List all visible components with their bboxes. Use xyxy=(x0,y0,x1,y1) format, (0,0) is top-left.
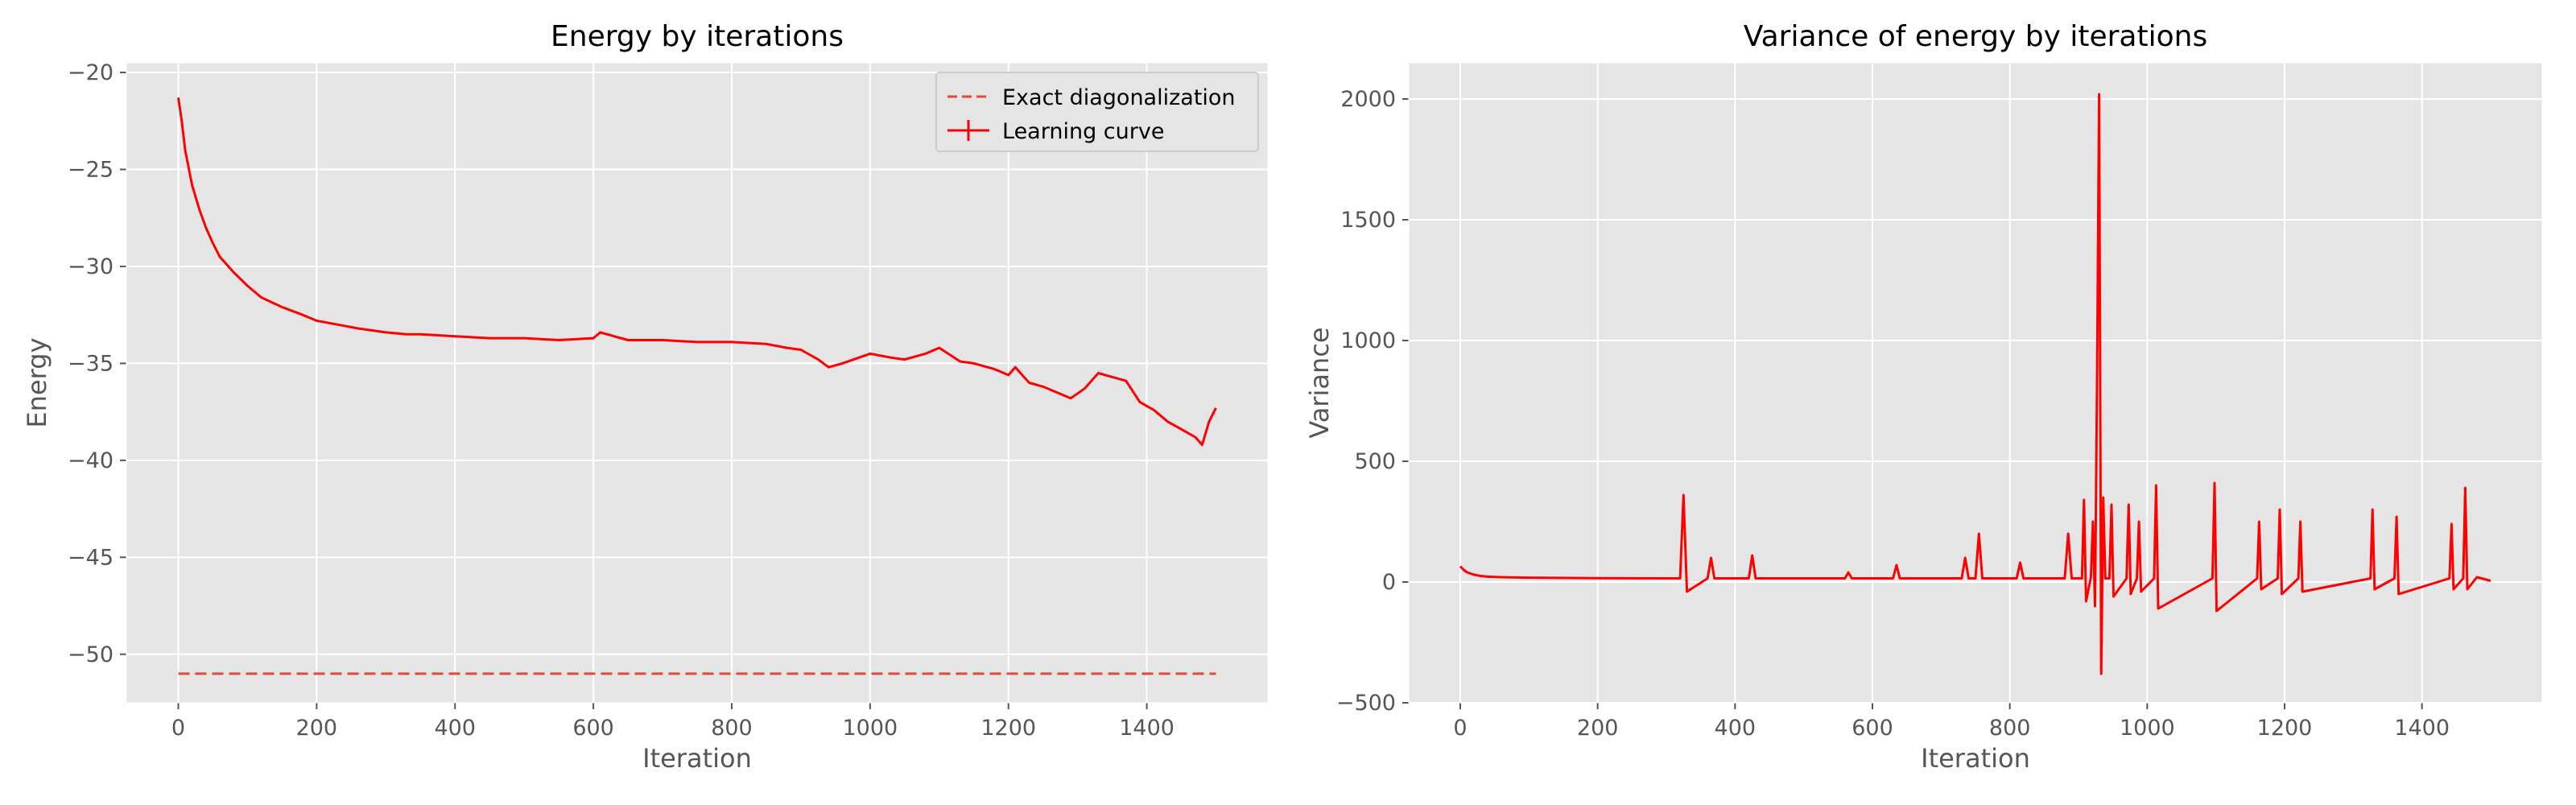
x-tick-label: 1000 xyxy=(842,716,898,741)
x-axis-label: Iteration xyxy=(1921,743,2030,774)
legend-label: Learning curve xyxy=(1002,119,1164,144)
y-tick-label: −25 xyxy=(68,158,114,183)
y-tick-label: −50 xyxy=(68,642,114,667)
plot-area xyxy=(126,63,1268,703)
legend-box xyxy=(935,72,1259,152)
x-axis-label: Iteration xyxy=(642,743,752,774)
x-tick-label: 400 xyxy=(434,716,476,741)
y-tick-label: 1000 xyxy=(1340,328,1396,353)
x-tick-label: 1400 xyxy=(1119,716,1174,741)
plot-frame xyxy=(1408,62,2543,704)
y-tick-label: −500 xyxy=(1336,691,1396,716)
x-tick-label: 1000 xyxy=(2120,716,2175,741)
chart-title: Energy by iterations xyxy=(551,20,844,53)
plot-area xyxy=(1409,63,2542,703)
y-tick-label: 500 xyxy=(1354,449,1396,474)
x-tick-label: 0 xyxy=(1453,716,1467,741)
legend: Exact diagonalization Learning curve xyxy=(935,72,1259,152)
x-tick-label: 200 xyxy=(296,716,338,741)
x-tick-label: 1200 xyxy=(2257,716,2313,741)
y-tick-label: 2000 xyxy=(1340,87,1396,112)
x-tick-label: 0 xyxy=(171,716,185,741)
chart-panel-2: 0 200 400 600 800 1000 1200 1400 −500 0 500 1000 150… xyxy=(1304,20,2543,774)
y-tick-label: −40 xyxy=(68,448,114,473)
x-tick-label: 600 xyxy=(572,716,614,741)
x-tick-label: 800 xyxy=(711,716,753,741)
x-tick-label: 600 xyxy=(1852,716,1893,741)
y-tick-label: −30 xyxy=(68,254,114,279)
x-tick-label: 1400 xyxy=(2394,716,2450,741)
legend-label: Exact diagonalization xyxy=(1002,85,1236,110)
chart-panel-1: 0 200 400 600 800 1000 1200 1400 −50 −45 −40 −35 −30… xyxy=(22,20,1269,774)
series-line-learning-curve xyxy=(177,97,1217,447)
plot-frame xyxy=(126,62,1269,704)
chart-title: Variance of energy by iterations xyxy=(1744,20,2207,53)
y-tick-label: −35 xyxy=(68,351,114,376)
x-tick-label: 1200 xyxy=(980,716,1036,741)
y-axis-label: Variance xyxy=(1304,327,1335,438)
y-axis-label: Energy xyxy=(22,337,52,427)
x-tick-label: 800 xyxy=(1989,716,2031,741)
series-line-1 xyxy=(1459,93,2491,675)
x-tick-label: 400 xyxy=(1715,716,1757,741)
y-tick-label: 1500 xyxy=(1340,208,1396,233)
y-tick-label: 0 xyxy=(1382,570,1396,595)
x-tick-label: 200 xyxy=(1577,716,1619,741)
y-tick-label: −20 xyxy=(68,60,114,85)
y-tick-label: −45 xyxy=(68,545,114,570)
